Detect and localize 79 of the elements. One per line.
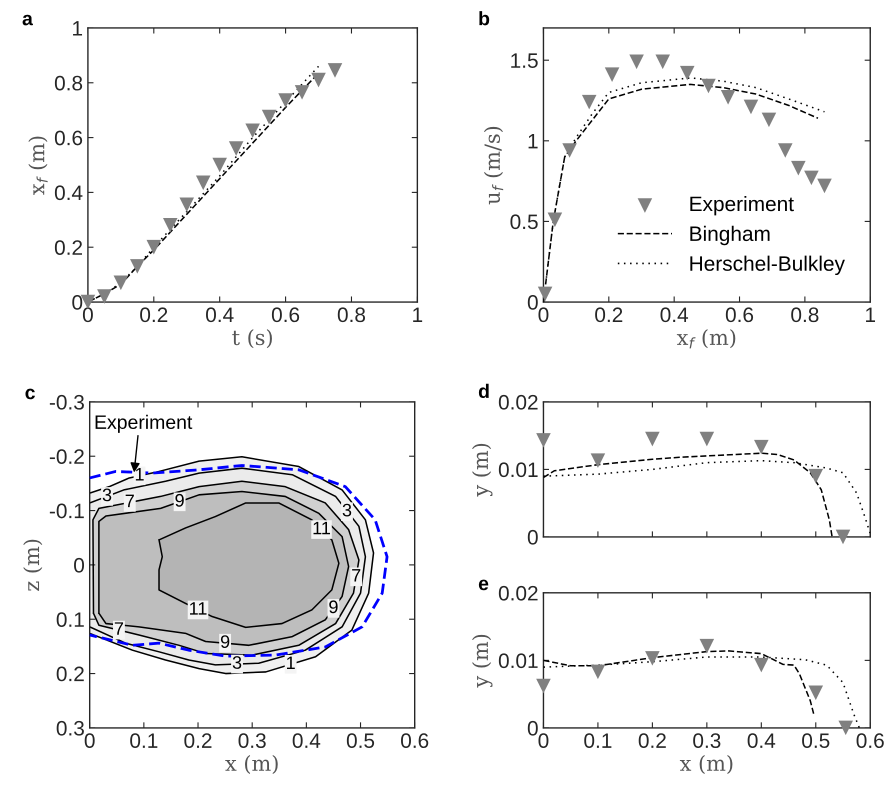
x-tick-label: 0.3 bbox=[238, 733, 266, 748]
x-tick-label: 0.6 bbox=[726, 307, 754, 322]
annotation: 9 bbox=[329, 600, 338, 614]
y-tick-label: 0.5 bbox=[510, 214, 538, 230]
y-axis-title: u$_{f}$ (m/s) bbox=[484, 126, 504, 204]
y-axis-title: z (m) bbox=[23, 540, 42, 591]
y-tick-label: 1 bbox=[528, 134, 538, 148]
x-tick-label: 0.8 bbox=[338, 307, 366, 322]
x-tick-label: 0.2 bbox=[140, 307, 168, 322]
x-tick-label: 0.4 bbox=[206, 307, 234, 322]
legend-label: Herschel-Bulkley bbox=[690, 256, 845, 276]
chart-title: a bbox=[22, 14, 33, 26]
x-tick-label: 0.8 bbox=[791, 307, 818, 322]
x-tick-label: 0.6 bbox=[856, 733, 884, 748]
legend-label: Bingham bbox=[690, 226, 770, 246]
x-axis-title: x (m) bbox=[225, 754, 278, 774]
x-tick-label: 1 bbox=[866, 308, 876, 322]
x-tick-label: 0.5 bbox=[346, 733, 374, 748]
y-tick-label: 0.02 bbox=[498, 586, 538, 601]
x-tick-label: 0 bbox=[538, 307, 548, 322]
y-tick-label: 0.01 bbox=[498, 653, 538, 668]
annotation: 11 bbox=[190, 602, 207, 615]
x-tick-label: 0.6 bbox=[401, 733, 428, 748]
y-axis-title: y (m) bbox=[472, 634, 492, 688]
x-tick-label: 0.2 bbox=[595, 307, 622, 322]
x-axis-title: t (s) bbox=[232, 329, 272, 348]
chart-title: b bbox=[479, 11, 490, 26]
annotation: 9 bbox=[220, 635, 230, 648]
y-tick-label: 1 bbox=[73, 21, 82, 36]
y-tick-label: -0.1 bbox=[50, 504, 84, 518]
x-tick-label: 0 bbox=[84, 733, 95, 748]
y-tick-label: 0 bbox=[528, 720, 538, 736]
annotation: 1 bbox=[287, 656, 295, 669]
x-tick-label: 0.4 bbox=[292, 733, 320, 748]
y-tick-label: 0.6 bbox=[54, 130, 82, 146]
x-tick-label: 0.2 bbox=[638, 733, 666, 748]
x-tick-label: 1 bbox=[413, 308, 422, 322]
y-tick-label: 0 bbox=[528, 295, 538, 310]
y-tick-label: 0.3 bbox=[56, 720, 84, 736]
y-tick-label: -0.2 bbox=[50, 449, 84, 464]
legend-label: Experiment bbox=[690, 196, 794, 216]
annotation: 1 bbox=[136, 468, 144, 480]
annotation: 9 bbox=[175, 494, 184, 507]
y-tick-label: 0.2 bbox=[56, 666, 84, 682]
x-tick-label: 0.1 bbox=[584, 733, 612, 748]
x-tick-label: 0.5 bbox=[802, 733, 830, 748]
y-tick-label: 0 bbox=[72, 295, 82, 310]
annotation: 11 bbox=[314, 522, 330, 534]
x-tick-label: 0.4 bbox=[748, 733, 776, 748]
annotation: 7 bbox=[126, 494, 134, 508]
y-tick-label: 0.02 bbox=[498, 394, 538, 410]
y-tick-label: 0.8 bbox=[54, 76, 82, 91]
x-tick-label: 0.2 bbox=[184, 733, 212, 748]
x-tick-label: 0.6 bbox=[272, 307, 300, 322]
y-tick-label: -0.3 bbox=[50, 394, 84, 410]
x-tick-label: 0.3 bbox=[693, 733, 720, 748]
chart-title: d bbox=[478, 384, 489, 398]
chart-title: e bbox=[478, 580, 488, 590]
annotation: 3 bbox=[342, 504, 352, 516]
chart-title: c bbox=[25, 388, 35, 400]
annotation: 7 bbox=[352, 569, 360, 582]
x-axis-title: x$_{f}$ (m) bbox=[676, 329, 736, 348]
annotation: 3 bbox=[102, 488, 112, 502]
y-tick-label: 0.4 bbox=[54, 185, 82, 200]
y-tick-label: 1.5 bbox=[511, 53, 538, 68]
x-tick-label: 0.4 bbox=[660, 307, 688, 322]
annotation: 7 bbox=[114, 622, 124, 635]
y-tick-label: 0.1 bbox=[56, 612, 84, 627]
x-tick-label: 0.1 bbox=[130, 733, 158, 748]
y-axis-title: y (m) bbox=[472, 444, 492, 497]
annotation: Experiment bbox=[96, 414, 192, 433]
y-tick-label: 0 bbox=[528, 530, 538, 545]
y-tick-label: 0 bbox=[74, 558, 84, 573]
x-axis-title: x (m) bbox=[680, 754, 732, 774]
x-tick-label: 0 bbox=[538, 733, 548, 748]
y-tick-label: 0.2 bbox=[54, 240, 82, 255]
y-tick-label: 0.01 bbox=[498, 462, 538, 478]
annotation: 3 bbox=[232, 656, 242, 669]
y-axis-title: x$_{f}$ (m) bbox=[28, 136, 48, 195]
